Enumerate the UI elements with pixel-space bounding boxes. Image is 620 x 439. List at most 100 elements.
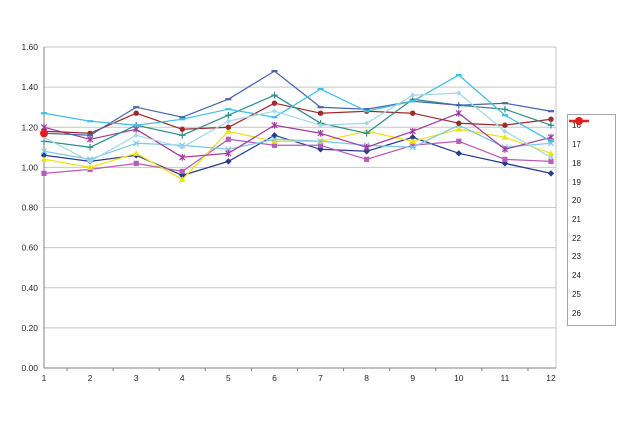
data-point-marker xyxy=(409,134,416,141)
legend-item-18[interactable]: 18 xyxy=(569,117,615,172)
y-tick-label: 1.00 xyxy=(21,162,38,172)
y-tick-label: 1.60 xyxy=(21,42,38,52)
data-point-marker xyxy=(455,150,463,157)
data-point-marker xyxy=(41,170,47,176)
data-point-marker xyxy=(179,118,186,121)
series-23-line xyxy=(43,70,552,136)
x-tick-label: 6 xyxy=(272,373,277,383)
data-point-marker xyxy=(455,126,463,132)
data-point-marker xyxy=(548,116,554,122)
data-point-marker xyxy=(179,144,185,150)
x-tick-label: 12 xyxy=(546,373,556,383)
data-point-marker xyxy=(133,160,139,166)
data-point-marker xyxy=(364,156,370,162)
series-22-line xyxy=(43,94,552,148)
data-point-marker xyxy=(548,154,554,160)
data-point-marker xyxy=(456,120,462,126)
data-point-marker xyxy=(317,122,324,128)
series-24-line xyxy=(43,74,552,142)
data-point-marker xyxy=(548,140,554,143)
legend-label-17: 17 xyxy=(572,140,581,150)
data-point-marker xyxy=(133,132,139,138)
data-point-marker xyxy=(40,156,48,162)
data-point-marker xyxy=(178,176,186,182)
legend-label-25: 25 xyxy=(572,289,581,299)
data-point-marker xyxy=(225,158,232,165)
series-20-line xyxy=(43,112,552,158)
y-tick-label: 1.20 xyxy=(21,122,38,132)
y-tick-label: 0.20 xyxy=(21,323,38,333)
data-point-marker xyxy=(225,149,232,157)
x-tick-label: 2 xyxy=(88,373,93,383)
data-point-marker xyxy=(179,153,186,161)
data-point-marker xyxy=(133,110,139,116)
data-point-marker xyxy=(456,90,462,96)
x-tick-label: 10 xyxy=(454,373,464,383)
data-point-marker xyxy=(271,100,278,106)
series-16-line xyxy=(43,134,552,177)
legend-item-24[interactable]: 24 xyxy=(569,119,615,285)
data-point-marker xyxy=(271,142,278,148)
legend-label-18: 18 xyxy=(572,158,581,168)
data-point-marker xyxy=(575,117,583,125)
data-point-marker xyxy=(547,121,555,129)
data-point-marker xyxy=(317,106,324,109)
data-point-marker xyxy=(317,110,324,116)
data-point-marker xyxy=(548,158,554,164)
data-point-marker xyxy=(363,143,370,151)
data-point-marker xyxy=(455,109,462,117)
data-point-marker xyxy=(86,164,94,170)
data-point-marker xyxy=(271,116,278,119)
y-tick-label: 0.00 xyxy=(21,363,38,373)
data-point-marker xyxy=(547,150,555,156)
legend-item-23[interactable]: 23 xyxy=(569,119,615,266)
data-point-marker xyxy=(86,135,94,143)
legend-label-23: 23 xyxy=(572,252,581,262)
data-point-marker xyxy=(409,100,416,103)
legend-item-26[interactable]: 26 xyxy=(569,117,615,322)
y-tick-label: 1.40 xyxy=(21,82,38,92)
data-point-marker xyxy=(271,91,278,99)
x-tick-label: 9 xyxy=(410,373,415,383)
data-point-marker xyxy=(225,128,232,134)
legend-swatch-26 xyxy=(569,117,589,125)
data-point-marker xyxy=(502,122,508,128)
legend-label-16: 16 xyxy=(572,121,581,131)
data-point-marker xyxy=(41,112,47,115)
data-point-marker xyxy=(271,69,278,73)
legend-item-20[interactable]: 20 xyxy=(569,117,615,210)
data-point-marker xyxy=(364,120,370,126)
y-tick-label: 0.40 xyxy=(21,283,38,293)
x-tick-label: 3 xyxy=(134,373,139,383)
data-point-marker xyxy=(133,124,140,127)
data-point-marker xyxy=(132,150,140,156)
legend-item-21[interactable]: 21 xyxy=(569,118,615,228)
legend-item-22[interactable]: 22 xyxy=(569,117,615,247)
legend-item-19[interactable]: 19 xyxy=(569,117,615,191)
x-tick-label: 11 xyxy=(500,373,509,383)
data-point-marker xyxy=(87,134,94,137)
data-point-marker xyxy=(40,129,48,138)
data-point-marker xyxy=(548,110,554,113)
data-point-marker xyxy=(502,156,508,162)
data-point-marker xyxy=(547,170,555,177)
series-21-line xyxy=(43,102,552,134)
data-point-marker xyxy=(455,73,462,77)
data-point-marker xyxy=(501,134,509,140)
x-tick-label: 4 xyxy=(180,373,185,383)
data-point-marker xyxy=(410,110,416,116)
data-point-marker xyxy=(271,108,278,114)
data-point-marker xyxy=(271,136,278,143)
data-point-marker xyxy=(133,106,140,109)
data-point-marker xyxy=(456,138,462,144)
chart-legend[interactable]: 16 17 18 19 20 21 22 23 24 25 26 xyxy=(567,114,616,326)
data-point-marker xyxy=(501,105,509,113)
data-point-marker xyxy=(87,120,94,123)
legend-item-17[interactable]: 17 xyxy=(569,118,615,154)
legend-label-20: 20 xyxy=(572,196,581,206)
data-point-marker xyxy=(410,142,416,148)
y-tick-label: 0.80 xyxy=(21,203,38,213)
legend-item-25[interactable]: 25 xyxy=(569,118,615,303)
